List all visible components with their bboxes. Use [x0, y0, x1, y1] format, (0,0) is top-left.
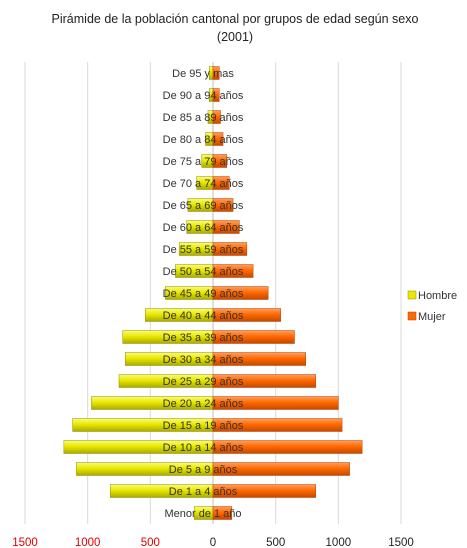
bar-mujer-20: [212, 66, 220, 80]
category-label-19: De 90 a 94 años: [163, 90, 244, 102]
legend: Hombre Mujer: [407, 290, 457, 323]
legend-label-hombre: Hombre: [418, 290, 457, 302]
bar-mujer-5: [212, 396, 339, 410]
x-tick-label-5: 1000: [326, 537, 352, 548]
bar-mujer-10: [212, 286, 269, 300]
category-label-9: De 40 a 44 años: [163, 310, 244, 322]
category-label-15: De 70 a 74 años: [163, 178, 244, 190]
bar-mujer-2: [212, 462, 350, 476]
category-label-3: De 10 a 14 años: [163, 442, 244, 454]
bar-mujer-16: [212, 154, 228, 168]
category-label-6: De 25 a 29 años: [163, 376, 244, 388]
category-label-12: De 55 a 59 años: [163, 244, 244, 256]
category-label-14: De 65 a 69 años: [163, 200, 244, 212]
bar-mujer-19: [212, 88, 220, 102]
chart-title: Pirámide de la población cantonal por gr…: [51, 12, 419, 44]
bar-mujer-1: [212, 484, 317, 498]
x-tick-label-4: 500: [266, 537, 285, 548]
x-tick-label-0: 1500: [12, 537, 38, 548]
bar-mujer-14: [212, 198, 234, 212]
bar-mujer-17: [212, 132, 224, 146]
category-label-7: De 30 a 34 años: [163, 354, 244, 366]
category-label-10: De 45 a 49 años: [163, 288, 244, 300]
legend-swatch-hombre: [407, 290, 417, 300]
bar-mujer-13: [212, 220, 240, 234]
category-label-5: De 20 a 24 años: [163, 398, 244, 410]
bars: [63, 66, 363, 520]
category-label-2: De 5 a 9 años: [169, 464, 238, 476]
x-axis-ticks: 1500 1000 500 0 500 1000 1500: [12, 537, 414, 548]
x-tick-label-3: 0: [210, 537, 216, 548]
category-label-18: De 85 a 89 años: [163, 112, 244, 124]
legend-swatch-mujer: [407, 311, 417, 321]
bar-mujer-3: [212, 440, 363, 454]
category-label-4: De 15 a 19 años: [163, 420, 244, 432]
bar-mujer-9: [212, 308, 281, 322]
x-tick-label-2: 500: [141, 537, 160, 548]
category-label-20: De 95 y mas: [172, 68, 234, 80]
category-label-0: Menor de 1 año: [164, 508, 241, 520]
bar-mujer-7: [212, 352, 306, 366]
bar-mujer-4: [212, 418, 343, 432]
bar-mujer-8: [212, 330, 295, 344]
bar-mujer-12: [212, 242, 248, 256]
legend-label-mujer: Mujer: [418, 311, 446, 323]
bar-mujer-18: [212, 110, 221, 124]
x-tick-label-1: 1000: [75, 537, 101, 548]
bar-mujer-0: [212, 506, 233, 520]
category-label-16: De 75 a 79 años: [163, 156, 244, 168]
bar-mujer-11: [212, 264, 254, 278]
category-label-1: De 1 a 4 años: [169, 486, 238, 498]
category-label-8: De 35 a 39 años: [163, 332, 244, 344]
category-labels: Menor de 1 año De 1 a 4 años De 5 a 9 años…: [163, 68, 244, 520]
category-label-17: De 80 a 84 años: [163, 134, 244, 146]
bar-mujer-15: [212, 176, 230, 190]
x-tick-label-6: 1500: [388, 537, 414, 548]
category-label-11: De 50 a 54 años: [163, 266, 244, 278]
bar-mujer-6: [212, 374, 317, 388]
category-label-13: De 60 a 64 años: [163, 222, 244, 234]
